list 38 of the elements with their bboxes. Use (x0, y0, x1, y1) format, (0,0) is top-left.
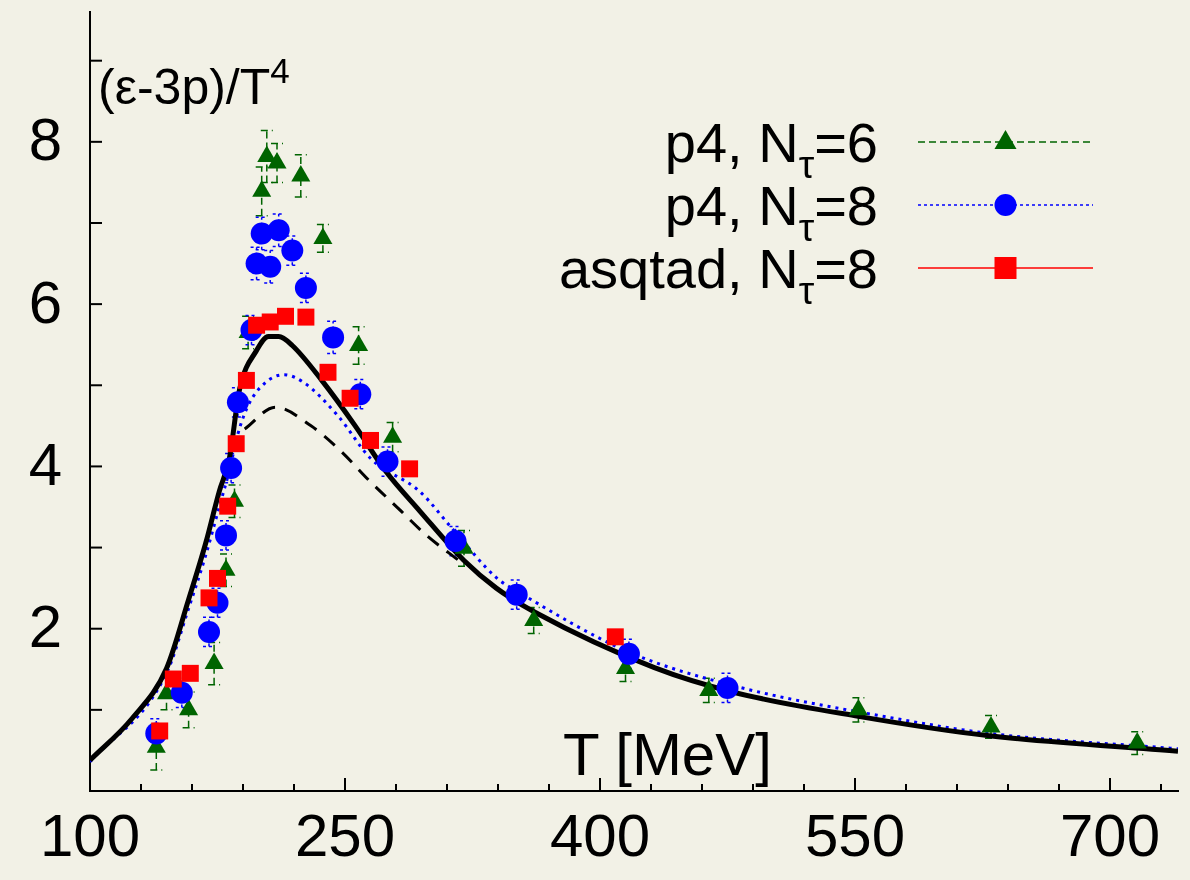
point (226, 391, 249, 414)
y-tick-label: 6 (28, 268, 62, 336)
point (341, 389, 359, 407)
point (237, 371, 255, 389)
point (181, 664, 199, 682)
point (716, 676, 739, 699)
point (219, 497, 237, 515)
point (164, 670, 182, 688)
x-tick-label: 100 (39, 801, 141, 869)
point (322, 326, 345, 349)
point (606, 628, 624, 646)
y-tick-label: 4 (28, 430, 62, 498)
point (617, 642, 640, 665)
y-tick-label: 8 (28, 106, 62, 174)
point (227, 435, 245, 453)
point (277, 307, 294, 325)
x-tick-label: 550 (804, 801, 906, 869)
point (401, 460, 419, 478)
point (444, 530, 467, 553)
point (362, 431, 379, 449)
x-tick-label: 250 (294, 801, 396, 869)
point (505, 583, 528, 606)
point (215, 524, 237, 547)
point (281, 239, 304, 262)
point (267, 219, 290, 242)
y-tick-label: 2 (28, 593, 62, 661)
point (209, 569, 226, 587)
x-axis-title: T [MeV] (562, 721, 772, 788)
point (220, 457, 243, 480)
x-tick-label: 700 (1059, 801, 1161, 869)
point (319, 363, 337, 381)
line-series (243, 405, 461, 563)
point (294, 276, 317, 299)
point (261, 313, 279, 331)
point (297, 308, 315, 326)
point (259, 255, 282, 278)
x-tick-label: 400 (549, 801, 651, 869)
point (198, 620, 220, 643)
